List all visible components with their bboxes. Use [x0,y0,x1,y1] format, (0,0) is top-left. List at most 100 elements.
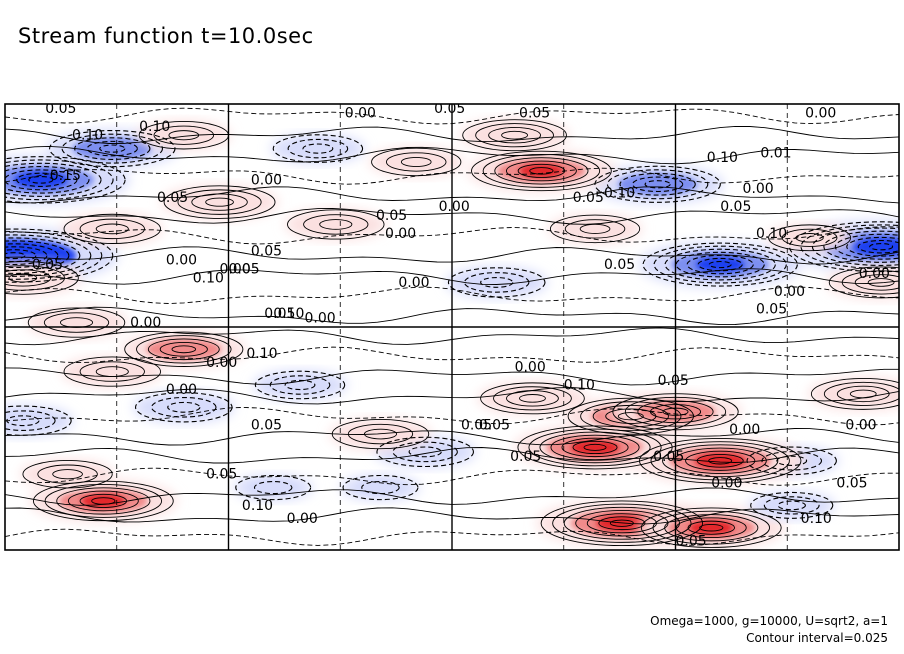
field-core-18 [481,125,548,145]
contour-5-2 [857,239,899,254]
field-peak-2 [92,141,133,156]
contour-13-1 [95,223,129,235]
contour-29-3 [561,437,629,458]
contour-label-26: 0.05 [264,306,295,322]
contour-25-4 [136,335,232,364]
field-peak-7 [637,177,678,191]
contour-1-4 [5,243,59,269]
contour-33-2 [836,385,890,403]
contour-19-3 [505,160,577,182]
contour-10-3 [376,436,474,468]
contour-label-37: 0.00 [166,382,197,398]
contour-11-1 [776,455,808,466]
contour-2-1 [99,144,126,153]
contour-label-22: 0.05 [229,261,260,277]
field-core-16 [305,215,367,234]
contour-29-6 [528,428,662,467]
field-core-15 [184,191,255,213]
contour-10-2 [392,441,458,463]
contour-36-6 [552,503,692,543]
contour-label-53: 0.10 [801,511,832,527]
contour-31-3 [685,450,756,471]
contour-22-4 [828,266,899,299]
contour-1-7 [5,234,92,277]
contour-label-36: 0.10 [246,346,277,362]
contour-34-5 [44,484,163,518]
contour-19-5 [482,153,601,188]
contour-6-6 [653,245,787,284]
contour-label-45: 0.00 [729,422,760,438]
contour-0-1 [28,175,54,184]
contour-6-5 [664,248,776,281]
contour-label-16: 0.05 [720,199,751,215]
contour-label-11: 0.10 [604,186,635,202]
contour-37-1 [699,523,724,532]
contour-20-3 [549,214,641,244]
contour-16-1 [319,219,353,230]
contour-5-4 [834,233,899,260]
contour-label-6: 0.00 [345,105,376,121]
contour-label-15: 0.00 [743,181,774,197]
contour-7-5 [594,165,721,203]
contour-label-30: 0.10 [756,226,787,242]
contour-7-1 [644,180,671,189]
contour-23-4 [5,261,79,295]
contour-0-7 [5,156,126,204]
field-peak-29 [570,439,620,456]
contour-34-4 [56,487,151,515]
field-core-8 [153,398,215,417]
contour-1-2 [5,249,37,263]
contour-18-3 [475,123,554,148]
field-core-24 [46,313,107,332]
contour-4-2 [463,272,530,293]
contour-label-39: 0.00 [515,360,546,376]
contour-17-1 [400,156,432,168]
contour-5-3 [846,236,899,257]
contour-7-3 [619,172,696,196]
field-core-25 [146,338,222,361]
contour-31-6 [650,441,790,481]
contour-label-8: 0.05 [434,101,465,117]
contour-label-43: 0.05 [479,418,510,434]
contour-6-3 [686,254,754,275]
contour-label-44: 0.05 [510,449,541,465]
contour-2-4 [61,133,163,164]
contour-19-4 [494,157,589,185]
contour-28-3 [493,386,572,411]
contour-29-2 [572,440,618,455]
contour-36-2 [598,516,646,531]
contour-label-4: 0.05 [157,190,188,206]
contour-5-8 [789,221,899,273]
contour-8-1 [167,401,201,413]
contour-label-38: 0.05 [251,418,282,434]
contour-0-4 [5,166,90,194]
contour-28-1 [519,394,546,403]
contour-40-2 [763,496,820,515]
contour-37-3 [675,517,747,539]
contour-34-3 [67,490,139,512]
contour-label-21: 0.00 [166,253,197,269]
field-core-33 [830,384,896,404]
contour-1-6 [5,237,81,274]
contour-23-1 [8,273,38,283]
contour-label-50: 0.05 [653,449,684,465]
contour-37-5 [652,510,770,545]
field-core-9 [271,376,329,394]
contour-6-2 [697,257,743,272]
contour-30-4 [580,401,682,432]
grid-layer [5,104,899,550]
contour-7-2 [631,176,684,193]
field-core-38 [249,479,297,496]
contour-31-7 [639,438,802,484]
field-core-28 [499,388,566,409]
contour-label-9: 0.05 [376,208,407,224]
contour-interval-note: Contour interval=0.025 [746,631,888,645]
contour-5-1 [869,243,894,251]
field-peak-31 [694,452,746,470]
contour-40-1 [777,500,806,511]
contour-15-4 [163,185,276,219]
contour-14-2 [153,125,215,145]
field-peak-19 [519,163,564,179]
contour-label-14: 0.01 [760,146,791,162]
